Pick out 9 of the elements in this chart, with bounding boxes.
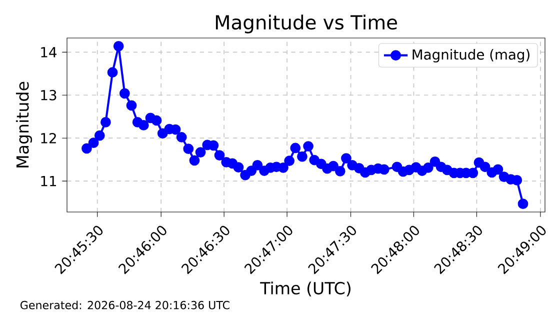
y-tick-label: 13 <box>41 90 56 100</box>
legend-label: Magnitude (mag) <box>412 49 530 62</box>
y-tick-label: 12 <box>41 132 56 144</box>
y-axis-title: Magnitude <box>16 82 32 168</box>
chart-title: Magnitude vs Time <box>216 14 397 34</box>
x-axis-title: Time (UTC) <box>260 282 350 296</box>
y-tick-label: 14 <box>41 47 57 58</box>
y-tick-label: 11 <box>41 176 56 186</box>
text: Generated: 2026-08-24 20:16:36 UTC <box>20 300 230 310</box>
